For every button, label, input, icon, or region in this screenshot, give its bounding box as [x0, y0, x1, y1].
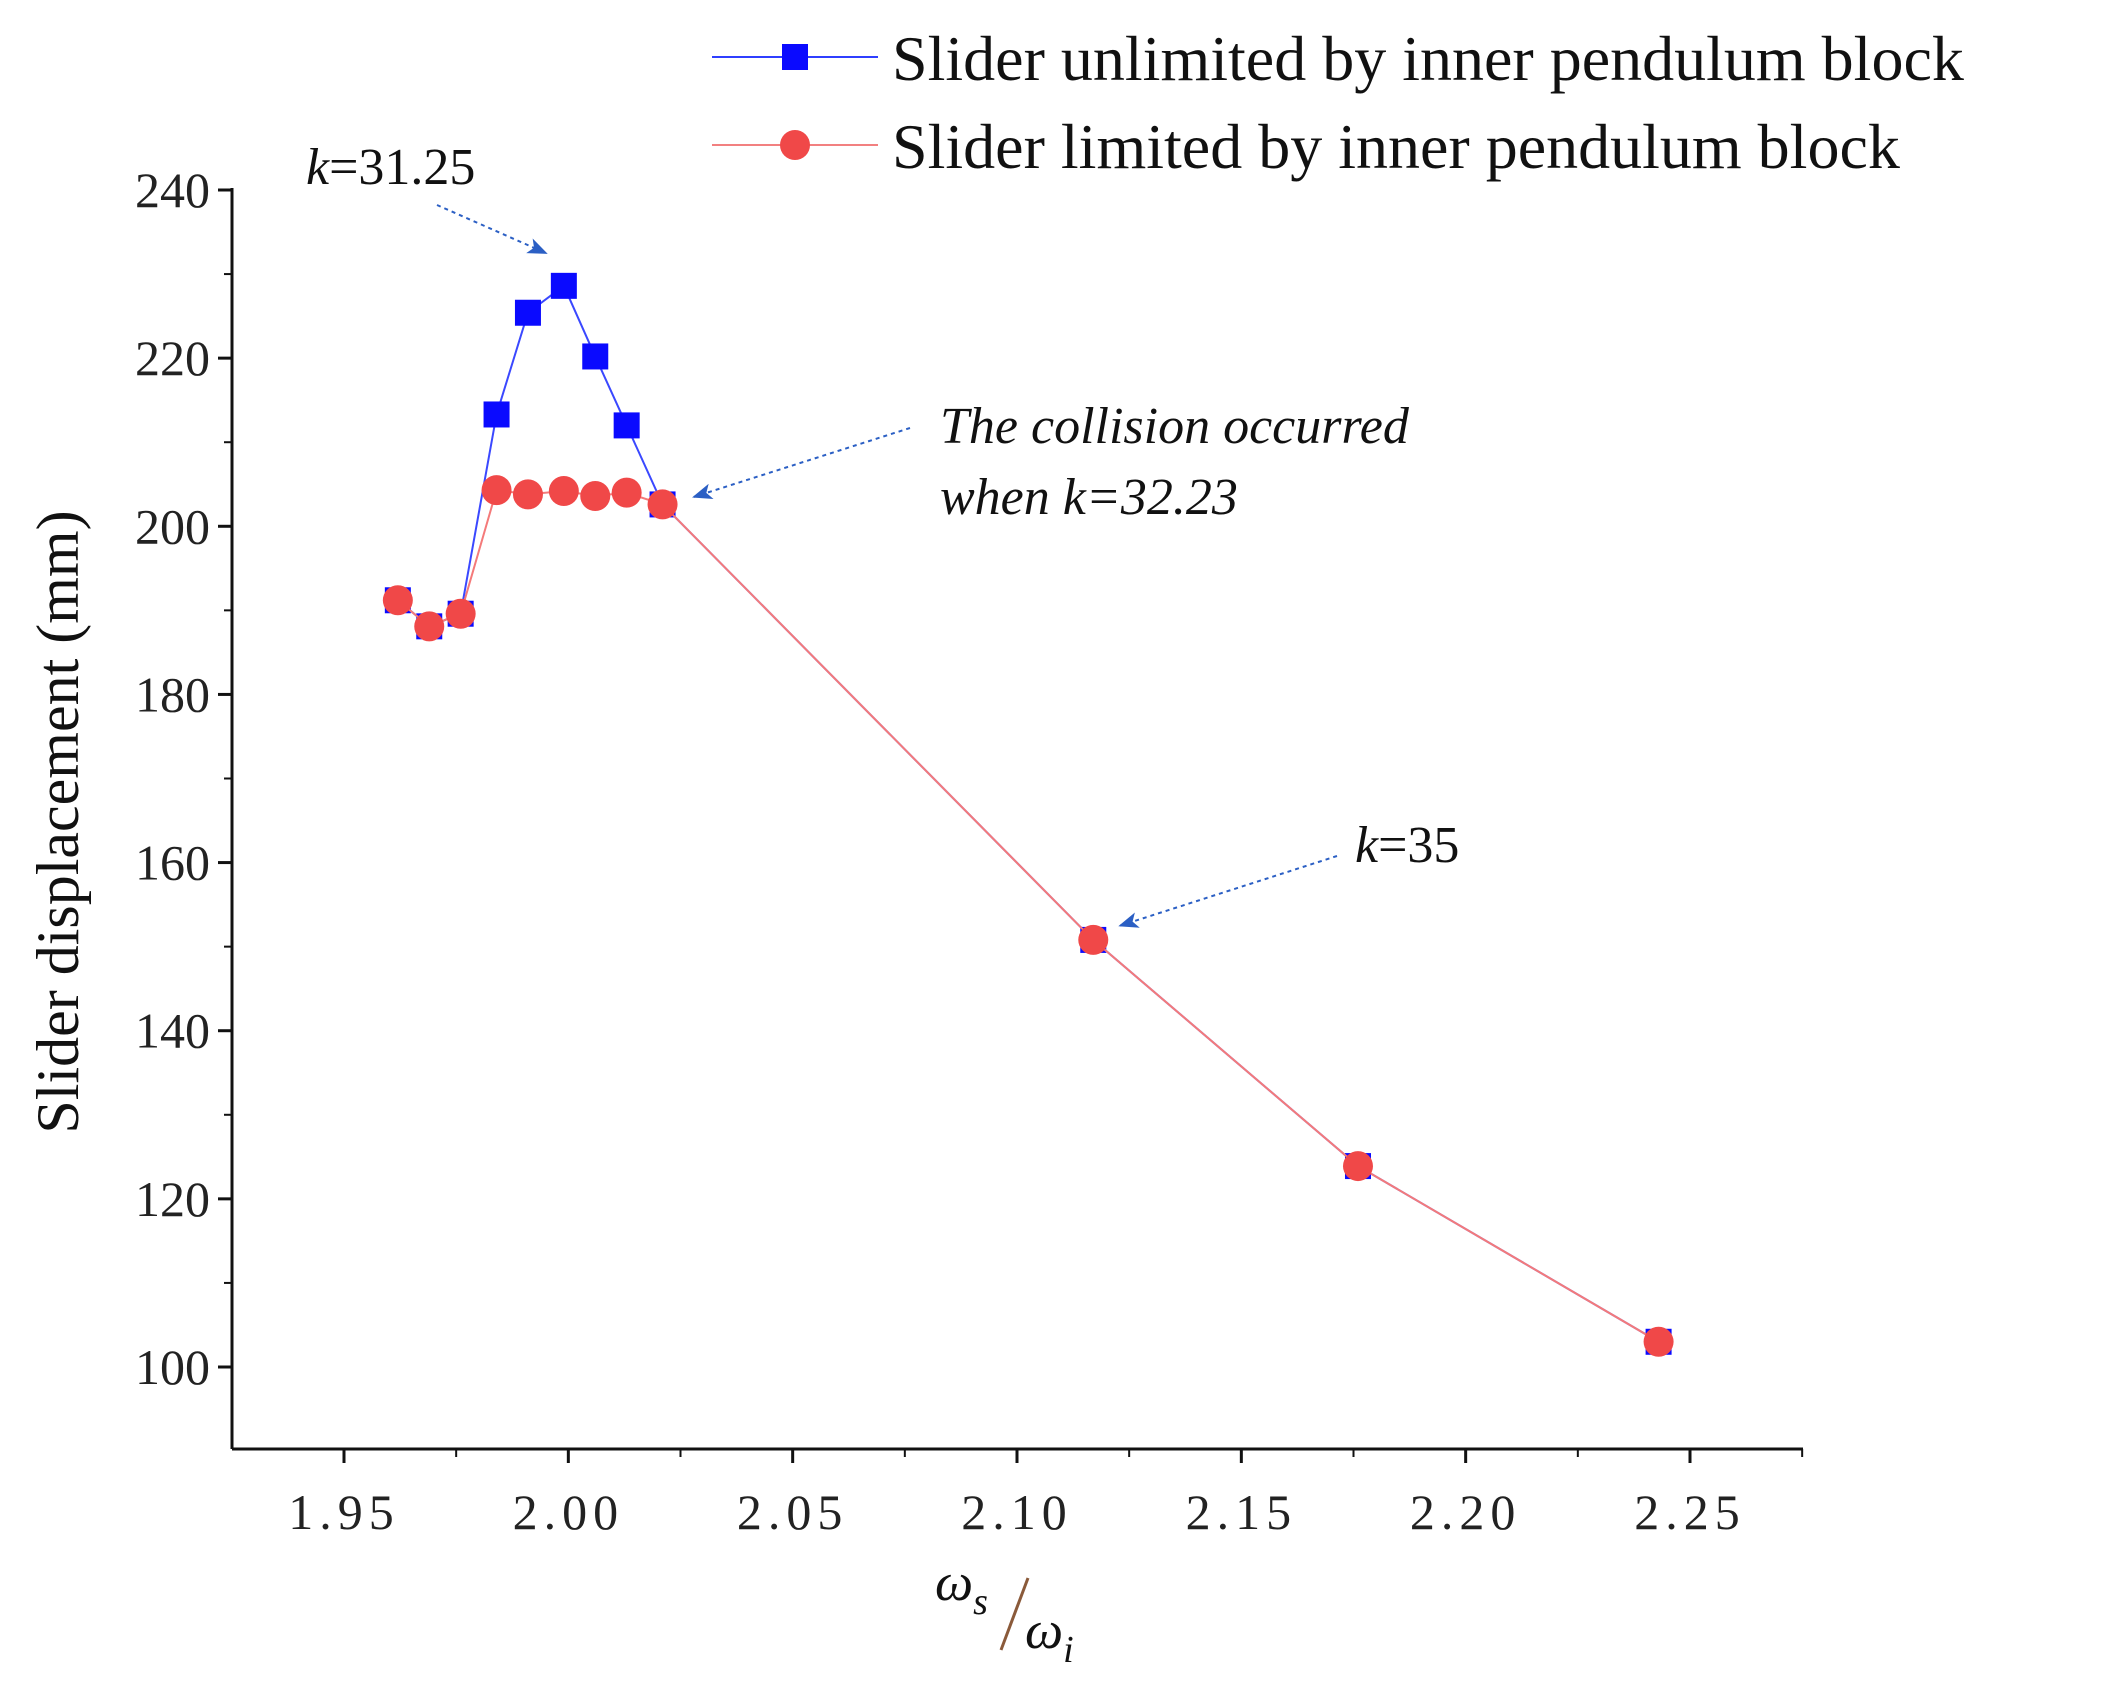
data-point-square	[483, 401, 510, 428]
annotation-collision-line1: The collision occurred	[940, 398, 1410, 455]
y-tick-label: 240	[135, 162, 210, 218]
x-tick-label: 2.20	[1410, 1484, 1522, 1540]
data-point-circle	[647, 489, 678, 520]
data-point-circle	[445, 598, 476, 629]
annotations: k=31.25 The collision occurred when k=32…	[306, 139, 1459, 928]
data-point-circle	[1643, 1326, 1674, 1357]
annotation-arrow-k-31-25	[436, 204, 548, 254]
y-axis-title: Slider displacement (mm)	[25, 510, 91, 1133]
x-tick-label: 2.15	[1186, 1484, 1298, 1540]
annotation-arrow-k-35	[1118, 855, 1338, 928]
x-tick-label: 2.00	[513, 1484, 625, 1540]
x-axis-title-fraction-slash	[999, 1577, 1030, 1651]
y-tick-label: 180	[135, 666, 210, 722]
legend-label-unlimited: Slider unlimited by inner pendulum block	[892, 23, 1964, 94]
series-limited	[382, 475, 1674, 1357]
x-tick-label: 1.95	[288, 1484, 400, 1540]
data-point-square	[582, 343, 609, 370]
data-point-circle	[1342, 1151, 1373, 1182]
legend-marker-circle	[780, 130, 810, 160]
data-point-circle	[414, 611, 445, 642]
annotation-k-31-25: k=31.25	[306, 139, 475, 196]
series-line	[397, 489, 1660, 1343]
y-ticks: 100 120 140 160 180 200 220 240	[135, 162, 232, 1395]
data-point-circle	[611, 477, 642, 508]
y-tick-label: 200	[135, 498, 210, 554]
x-tick-label: 2.05	[737, 1484, 849, 1540]
x-tick-label: 2.25	[1634, 1484, 1746, 1540]
data-point-square	[613, 412, 640, 439]
x-tick-label: 2.10	[961, 1484, 1073, 1540]
data-point-circle	[1078, 924, 1109, 955]
legend-item-limited: Slider limited by inner pendulum block	[712, 111, 1900, 182]
x-ticks: 1.95 2.00 2.05 2.10 2.15 2.20 2.25	[288, 1449, 1804, 1540]
data-point-square	[514, 299, 541, 326]
data-point-square	[550, 272, 577, 299]
x-axis-title-numerator: ωs	[935, 1552, 988, 1623]
axes	[230, 188, 1803, 1451]
x-axis-title: ωs ωi	[935, 1552, 1074, 1671]
annotation-arrow-collision	[692, 427, 911, 500]
y-tick-label: 100	[135, 1339, 210, 1395]
data-point-circle	[382, 585, 413, 616]
y-tick-label: 220	[135, 330, 210, 386]
legend-marker-square	[782, 44, 808, 70]
y-tick-label: 120	[135, 1171, 210, 1227]
annotation-collision-line2: when k=32.23	[940, 469, 1238, 526]
legend-item-unlimited: Slider unlimited by inner pendulum block	[712, 23, 1964, 94]
y-tick-label: 140	[135, 1003, 210, 1059]
annotation-k-35: k=35	[1355, 817, 1459, 874]
data-point-circle	[548, 475, 579, 506]
legend: Slider unlimited by inner pendulum block…	[712, 23, 1964, 182]
legend-label-limited: Slider limited by inner pendulum block	[892, 111, 1900, 182]
y-tick-label: 160	[135, 835, 210, 891]
data-point-circle	[580, 481, 611, 512]
data-point-circle	[512, 479, 543, 510]
data-point-circle	[481, 475, 512, 506]
x-axis-title-denominator: ωi	[1025, 1600, 1074, 1671]
